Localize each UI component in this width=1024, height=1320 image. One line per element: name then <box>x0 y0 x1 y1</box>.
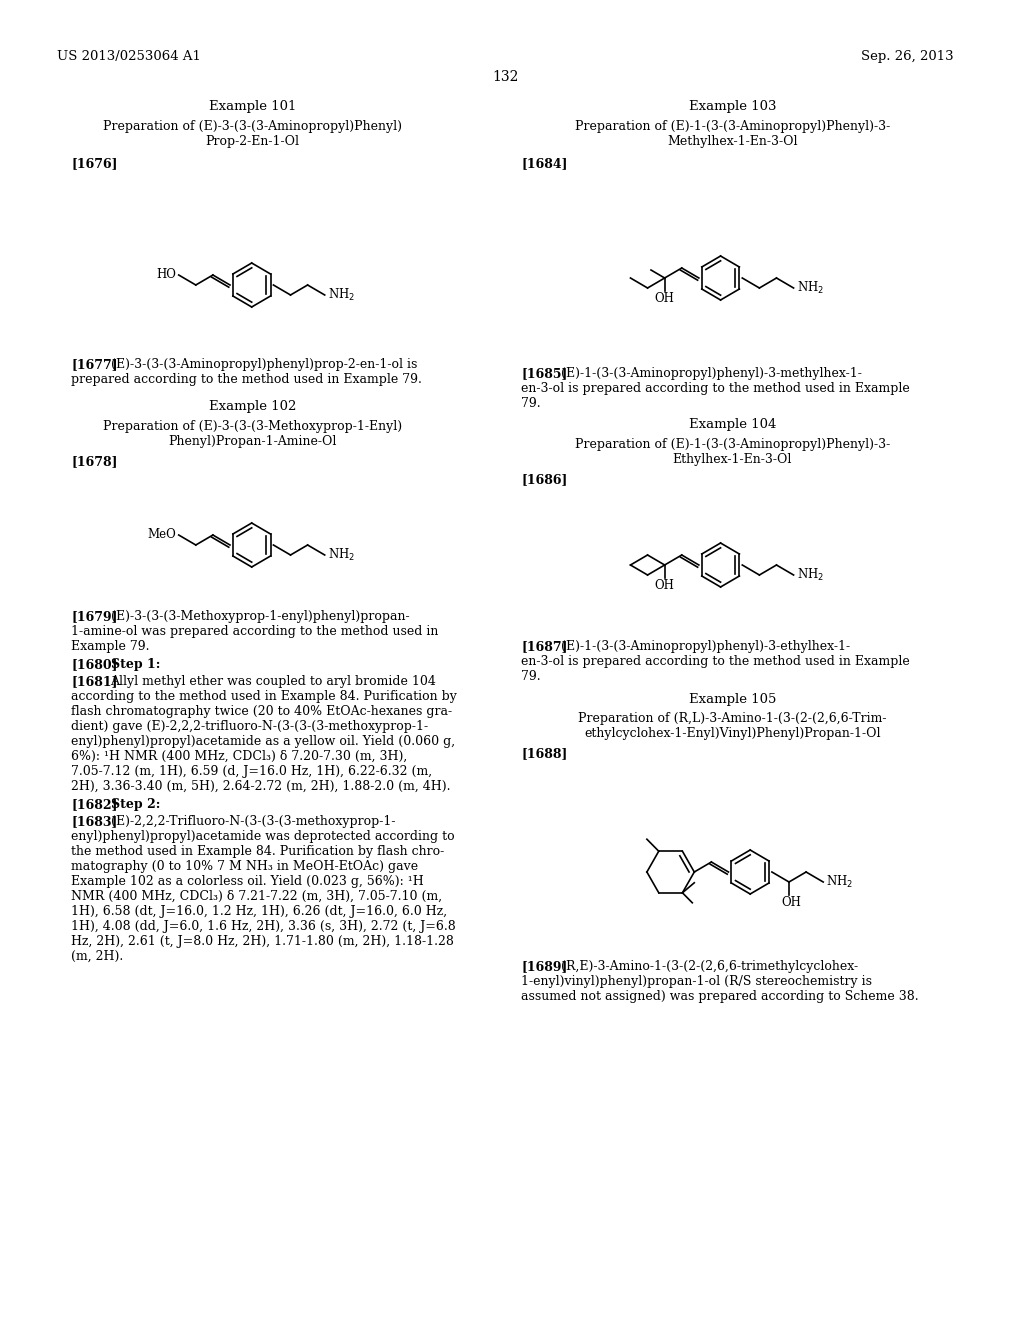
Text: NMR (400 MHz, CDCl₃) δ 7.21-7.22 (m, 3H), 7.05-7.10 (m,: NMR (400 MHz, CDCl₃) δ 7.21-7.22 (m, 3H)… <box>71 890 442 903</box>
Text: Example 101: Example 101 <box>209 100 296 114</box>
Text: enyl)phenyl)propyl)acetamide as a yellow oil. Yield (0.060 g,: enyl)phenyl)propyl)acetamide as a yellow… <box>71 735 456 748</box>
Text: [1686]: [1686] <box>521 473 567 486</box>
Text: assumed not assigned) was prepared according to Scheme 38.: assumed not assigned) was prepared accor… <box>521 990 919 1003</box>
Text: [1687]: [1687] <box>521 640 567 653</box>
Text: dient) gave (E)-2,2,2-trifluoro-N-(3-(3-(3-methoxyprop-1-: dient) gave (E)-2,2,2-trifluoro-N-(3-(3-… <box>71 719 428 733</box>
Text: [1676]: [1676] <box>71 157 118 170</box>
Text: [1681]: [1681] <box>71 675 118 688</box>
Text: Ethylhex-1-En-3-Ol: Ethylhex-1-En-3-Ol <box>673 453 793 466</box>
Text: OH: OH <box>654 292 675 305</box>
Text: [1678]: [1678] <box>71 455 118 469</box>
Text: MeO: MeO <box>147 528 176 541</box>
Text: 79.: 79. <box>521 397 541 411</box>
Text: Step 1:: Step 1: <box>111 657 160 671</box>
Text: prepared according to the method used in Example 79.: prepared according to the method used in… <box>71 374 422 385</box>
Text: Sep. 26, 2013: Sep. 26, 2013 <box>861 50 953 63</box>
Text: 79.: 79. <box>521 671 541 682</box>
Text: Preparation of (E)-3-(3-(3-Aminopropyl)Phenyl): Preparation of (E)-3-(3-(3-Aminopropyl)P… <box>103 120 402 133</box>
Text: matography (0 to 10% 7 M NH₃ in MeOH-EtOAc) gave: matography (0 to 10% 7 M NH₃ in MeOH-EtO… <box>71 861 418 873</box>
Text: NH$_2$: NH$_2$ <box>328 546 354 564</box>
Text: HO: HO <box>156 268 176 281</box>
Text: enyl)phenyl)propyl)acetamide was deprotected according to: enyl)phenyl)propyl)acetamide was deprote… <box>71 830 455 843</box>
Text: NH$_2$: NH$_2$ <box>328 286 354 304</box>
Text: Phenyl)Propan-1-Amine-Ol: Phenyl)Propan-1-Amine-Ol <box>169 436 337 447</box>
Text: 7.05-7.12 (m, 1H), 6.59 (d, J=16.0 Hz, 1H), 6.22-6.32 (m,: 7.05-7.12 (m, 1H), 6.59 (d, J=16.0 Hz, 1… <box>71 766 432 777</box>
Text: (E)-3-(3-(3-Methoxyprop-1-enyl)phenyl)propan-: (E)-3-(3-(3-Methoxyprop-1-enyl)phenyl)pr… <box>111 610 410 623</box>
Text: Hz, 2H), 2.61 (t, J=8.0 Hz, 2H), 1.71-1.80 (m, 2H), 1.18-1.28: Hz, 2H), 2.61 (t, J=8.0 Hz, 2H), 1.71-1.… <box>71 935 454 948</box>
Text: Preparation of (E)-1-(3-(3-Aminopropyl)Phenyl)-3-: Preparation of (E)-1-(3-(3-Aminopropyl)P… <box>574 120 890 133</box>
Text: 1-amine-ol was prepared according to the method used in: 1-amine-ol was prepared according to the… <box>71 624 438 638</box>
Text: Example 103: Example 103 <box>689 100 776 114</box>
Text: [1677]: [1677] <box>71 358 118 371</box>
Text: (E)-1-(3-(3-Aminopropyl)phenyl)-3-ethylhex-1-: (E)-1-(3-(3-Aminopropyl)phenyl)-3-ethylh… <box>561 640 850 653</box>
Text: (R,E)-3-Amino-1-(3-(2-(2,6,6-trimethylcyclohex-: (R,E)-3-Amino-1-(3-(2-(2,6,6-trimethylcy… <box>561 960 858 973</box>
Text: ethylcyclohex-1-Enyl)Vinyl)Phenyl)Propan-1-Ol: ethylcyclohex-1-Enyl)Vinyl)Phenyl)Propan… <box>584 727 881 741</box>
Text: the method used in Example 84. Purification by flash chro-: the method used in Example 84. Purificat… <box>71 845 444 858</box>
Text: according to the method used in Example 84. Purification by: according to the method used in Example … <box>71 690 457 704</box>
Text: Preparation of (E)-3-(3-(3-Methoxyprop-1-Enyl): Preparation of (E)-3-(3-(3-Methoxyprop-1… <box>103 420 402 433</box>
Text: Step 2:: Step 2: <box>111 799 160 810</box>
Text: Example 102: Example 102 <box>209 400 296 413</box>
Text: 1-enyl)vinyl)phenyl)propan-1-ol (R/S stereochemistry is: 1-enyl)vinyl)phenyl)propan-1-ol (R/S ste… <box>521 975 872 987</box>
Text: Example 79.: Example 79. <box>71 640 150 653</box>
Text: NH$_2$: NH$_2$ <box>797 280 823 296</box>
Text: Example 102 as a colorless oil. Yield (0.023 g, 56%): ¹H: Example 102 as a colorless oil. Yield (0… <box>71 875 424 888</box>
Text: OH: OH <box>654 579 675 591</box>
Text: [1684]: [1684] <box>521 157 567 170</box>
Text: OH: OH <box>781 896 801 909</box>
Text: Methylhex-1-En-3-Ol: Methylhex-1-En-3-Ol <box>668 135 798 148</box>
Text: en-3-ol is prepared according to the method used in Example: en-3-ol is prepared according to the met… <box>521 655 910 668</box>
Text: flash chromatography twice (20 to 40% EtOAc-hexanes gra-: flash chromatography twice (20 to 40% Et… <box>71 705 453 718</box>
Text: (m, 2H).: (m, 2H). <box>71 950 123 964</box>
Text: Preparation of (E)-1-(3-(3-Aminopropyl)Phenyl)-3-: Preparation of (E)-1-(3-(3-Aminopropyl)P… <box>574 438 890 451</box>
Text: [1680]: [1680] <box>71 657 118 671</box>
Text: [1683]: [1683] <box>71 814 118 828</box>
Text: 2H), 3.36-3.40 (m, 5H), 2.64-2.72 (m, 2H), 1.88-2.0 (m, 4H).: 2H), 3.36-3.40 (m, 5H), 2.64-2.72 (m, 2H… <box>71 780 451 793</box>
Text: Example 105: Example 105 <box>689 693 776 706</box>
Text: [1688]: [1688] <box>521 747 567 760</box>
Text: 1H), 4.08 (dd, J=6.0, 1.6 Hz, 2H), 3.36 (s, 3H), 2.72 (t, J=6.8: 1H), 4.08 (dd, J=6.0, 1.6 Hz, 2H), 3.36 … <box>71 920 456 933</box>
Text: [1689]: [1689] <box>521 960 567 973</box>
Text: [1679]: [1679] <box>71 610 118 623</box>
Text: NH$_2$: NH$_2$ <box>797 568 823 583</box>
Text: Preparation of (R,L)-3-Amino-1-(3-(2-(2,6,6-Trim-: Preparation of (R,L)-3-Amino-1-(3-(2-(2,… <box>579 711 887 725</box>
Text: (E)-2,2,2-Trifluoro-N-(3-(3-(3-methoxyprop-1-: (E)-2,2,2-Trifluoro-N-(3-(3-(3-methoxypr… <box>111 814 395 828</box>
Text: Prop-2-En-1-Ol: Prop-2-En-1-Ol <box>206 135 300 148</box>
Text: Example 104: Example 104 <box>689 418 776 432</box>
Text: [1685]: [1685] <box>521 367 567 380</box>
Text: 132: 132 <box>493 70 518 84</box>
Text: en-3-ol is prepared according to the method used in Example: en-3-ol is prepared according to the met… <box>521 381 910 395</box>
Text: (E)-3-(3-(3-Aminopropyl)phenyl)prop-2-en-1-ol is: (E)-3-(3-(3-Aminopropyl)phenyl)prop-2-en… <box>111 358 417 371</box>
Text: 1H), 6.58 (dt, J=16.0, 1.2 Hz, 1H), 6.26 (dt, J=16.0, 6.0 Hz,: 1H), 6.58 (dt, J=16.0, 1.2 Hz, 1H), 6.26… <box>71 906 447 917</box>
Text: NH$_2$: NH$_2$ <box>826 874 853 890</box>
Text: 6%): ¹H NMR (400 MHz, CDCl₃) δ 7.20-7.30 (m, 3H),: 6%): ¹H NMR (400 MHz, CDCl₃) δ 7.20-7.30… <box>71 750 408 763</box>
Text: [1682]: [1682] <box>71 799 118 810</box>
Text: Allyl methyl ether was coupled to aryl bromide 104: Allyl methyl ether was coupled to aryl b… <box>111 675 436 688</box>
Text: US 2013/0253064 A1: US 2013/0253064 A1 <box>57 50 201 63</box>
Text: (E)-1-(3-(3-Aminopropyl)phenyl)-3-methylhex-1-: (E)-1-(3-(3-Aminopropyl)phenyl)-3-methyl… <box>561 367 861 380</box>
